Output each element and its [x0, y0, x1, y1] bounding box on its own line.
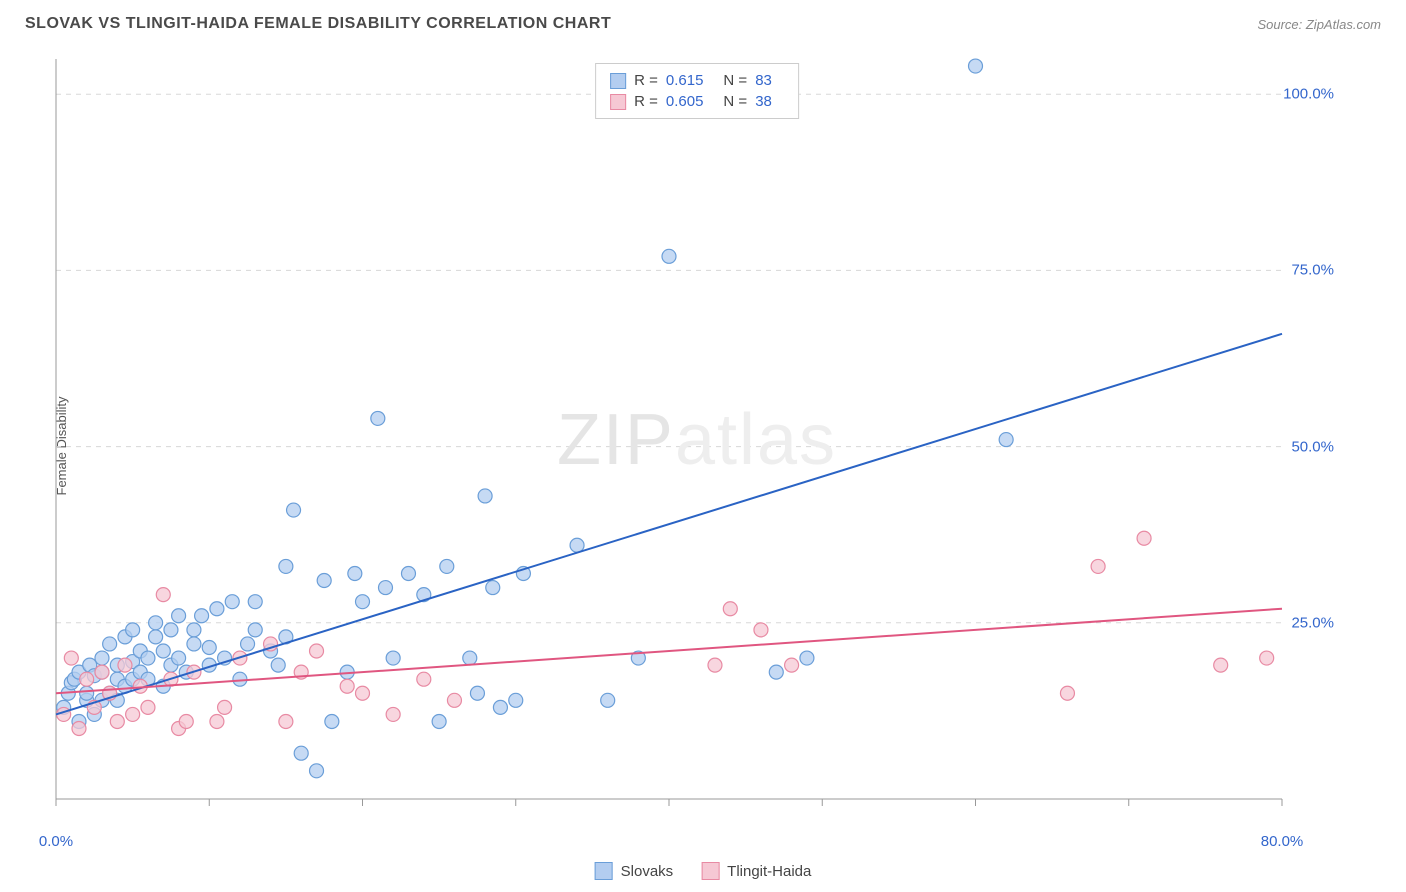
stat-row: R =0.605N =38	[610, 91, 784, 112]
stat-row: R =0.615N =83	[610, 70, 784, 91]
legend-swatch	[595, 862, 613, 880]
stat-box: R =0.615N =83R =0.605N =38	[595, 63, 799, 119]
legend-label: Slovaks	[621, 863, 674, 880]
plot-area: ZIPatlas 25.0%50.0%75.0%100.0% 0.0%80.0%…	[52, 55, 1342, 825]
plot-svg	[52, 55, 1342, 825]
legend-item: Slovaks	[595, 862, 674, 880]
chart-header: SLOVAK VS TLINGIT-HAIDA FEMALE DISABILIT…	[25, 15, 1381, 33]
x-tick-label: 0.0%	[39, 833, 73, 850]
chart-title: SLOVAK VS TLINGIT-HAIDA FEMALE DISABILIT…	[25, 15, 611, 33]
legend-label: Tlingit-Haida	[727, 863, 811, 880]
stat-swatch	[610, 94, 626, 110]
chart-source: Source: ZipAtlas.com	[1257, 17, 1381, 32]
stat-swatch	[610, 73, 626, 89]
legend-swatch	[701, 862, 719, 880]
bottom-legend: Slovaks Tlingit-Haida	[595, 862, 812, 880]
y-tick-label: 50.0%	[1291, 438, 1334, 455]
chart-container: SLOVAK VS TLINGIT-HAIDA FEMALE DISABILIT…	[0, 0, 1406, 892]
y-tick-label: 25.0%	[1291, 614, 1334, 631]
legend-item: Tlingit-Haida	[701, 862, 811, 880]
x-tick-label: 80.0%	[1261, 833, 1304, 850]
y-tick-label: 75.0%	[1291, 262, 1334, 279]
y-tick-label: 100.0%	[1283, 86, 1334, 103]
